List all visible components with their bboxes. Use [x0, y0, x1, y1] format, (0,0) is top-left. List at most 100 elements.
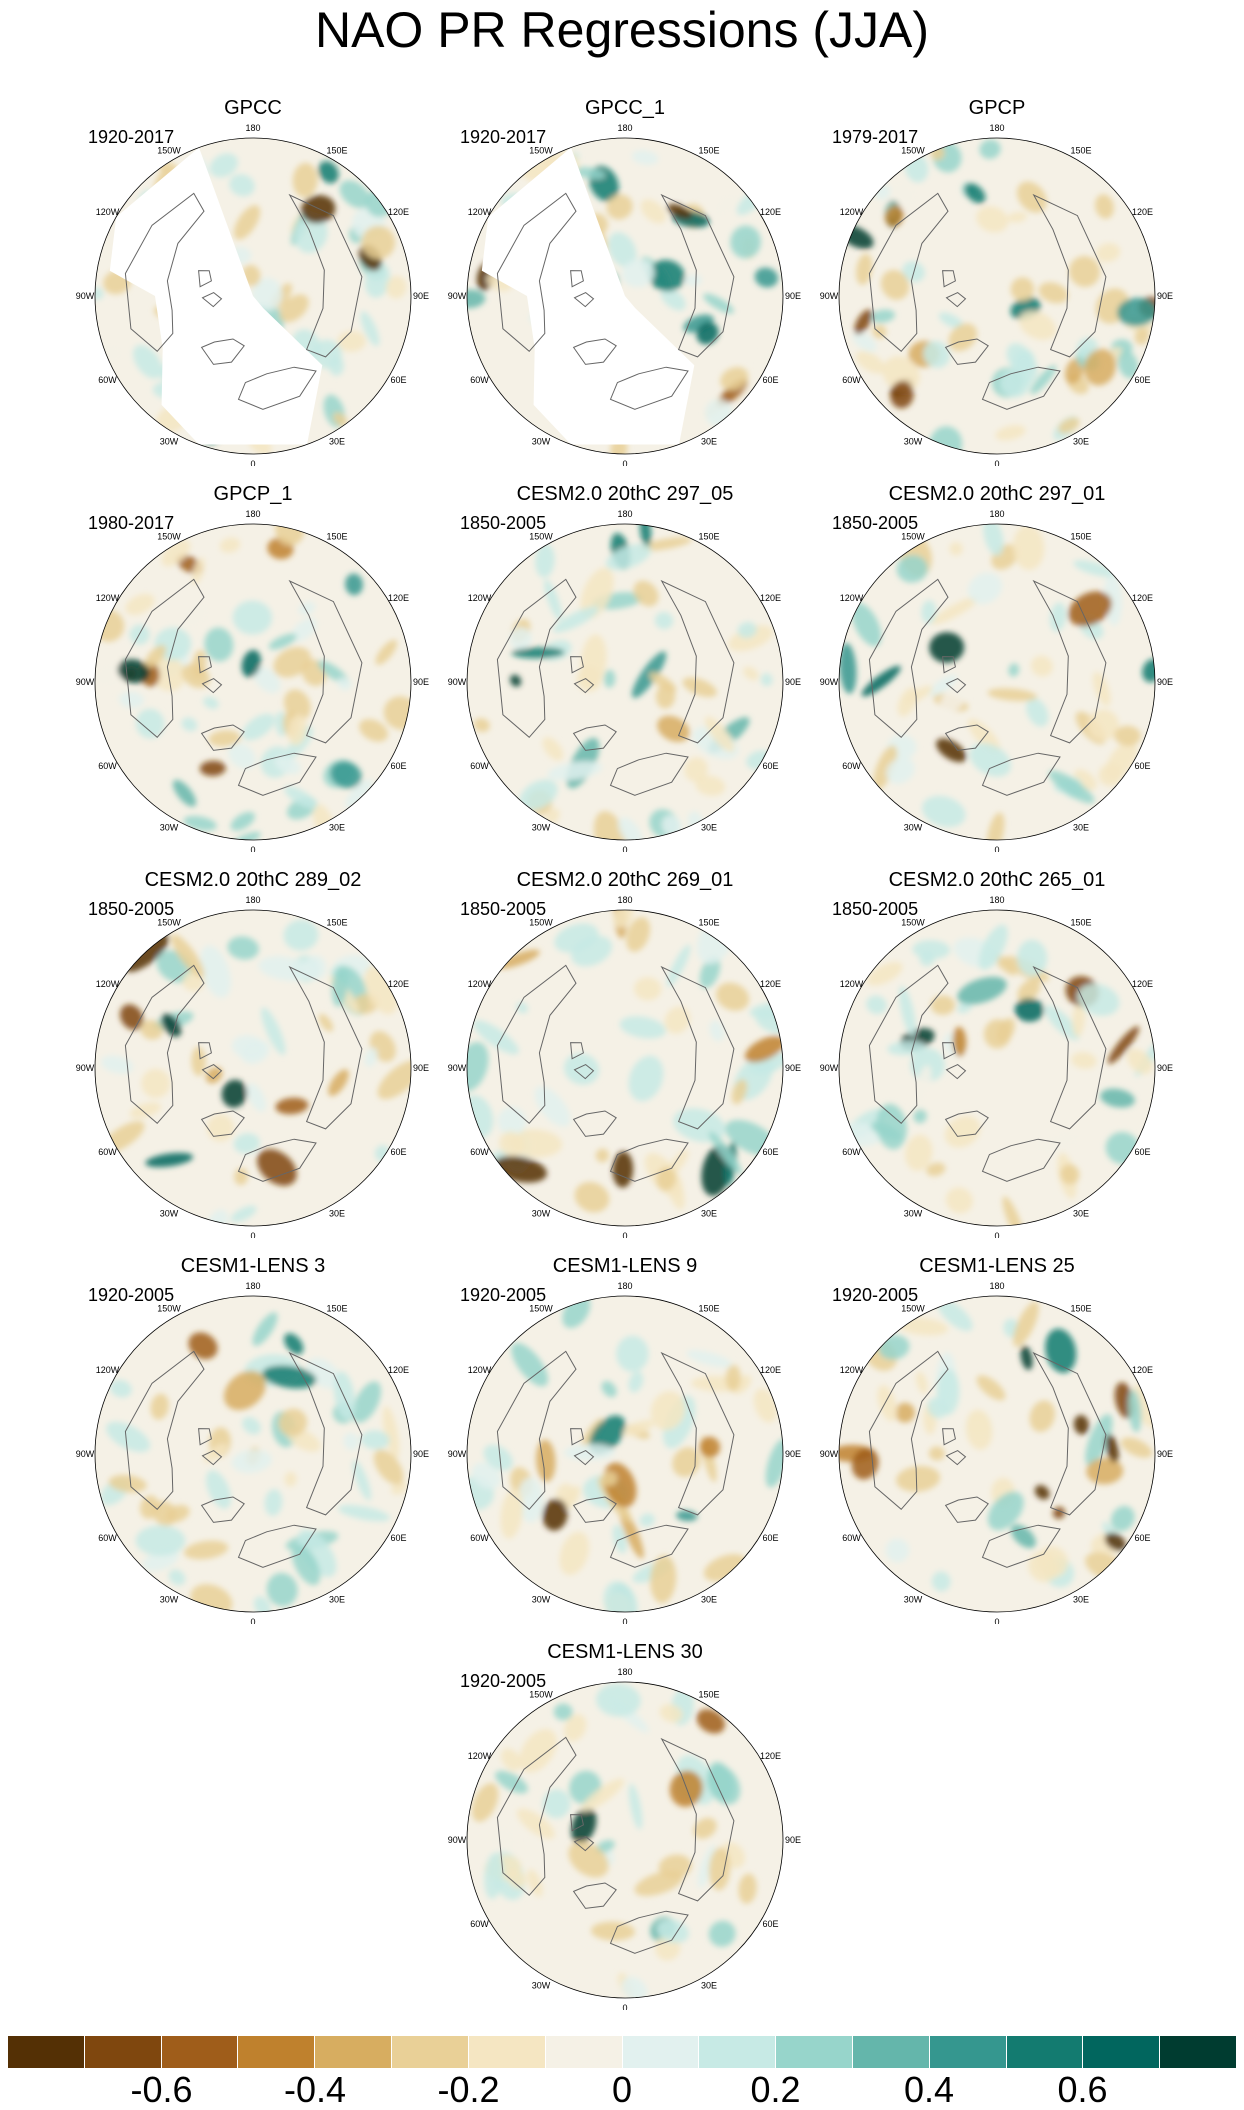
- regression-field: [471, 1683, 757, 1998]
- longitude-label: 90W: [448, 1063, 467, 1073]
- map-boundary: [466, 909, 784, 1227]
- longitude-label: 60W: [470, 375, 489, 385]
- panel-period: 1920-2005: [88, 1285, 175, 1305]
- polar-map: 180 150E 120E 90E 60E 30E 0 30W 60W 90W 120W 150W: [448, 509, 801, 852]
- panel-period: 1850-2005: [832, 513, 919, 533]
- coastline: [944, 724, 989, 751]
- panel-title: CESM2.0 20thC 297_05: [516, 483, 734, 505]
- polar-map: 180 150E 120E 90E 60E 30E 0 30W 60W 90W 120W 150W: [76, 895, 429, 1238]
- longitude-label: 60E: [762, 1919, 778, 1929]
- coastline: [945, 1064, 967, 1080]
- longitude-label: 90E: [785, 1835, 801, 1845]
- coastline: [609, 1524, 689, 1568]
- coastline: [944, 1110, 989, 1137]
- colorbar-swatch: [314, 2036, 392, 2068]
- colorbar-swatch: [621, 2036, 699, 2068]
- longitude-label: 120E: [760, 207, 781, 217]
- polar-map: 180 150E 120E 90E 60E 30E 0 30W 60W 90W 120W 150W: [820, 895, 1173, 1238]
- panel-period: 1920-2017: [88, 127, 175, 147]
- longitude-label: 150W: [157, 1304, 181, 1314]
- regression-field: [100, 919, 411, 1226]
- longitude-label: 30W: [904, 1209, 923, 1219]
- longitude-label: 90E: [1157, 677, 1173, 687]
- coastline: [237, 366, 317, 410]
- longitude-label: 30E: [329, 437, 345, 447]
- longitude-label: 90E: [413, 291, 429, 301]
- longitude-label: 150W: [157, 146, 181, 156]
- coastline: [124, 1350, 205, 1511]
- colorbar-swatch: [83, 2036, 161, 2068]
- longitude-label: 120E: [388, 979, 409, 989]
- longitude-label: 30W: [904, 823, 923, 833]
- longitude-label: 120W: [468, 1365, 492, 1375]
- polar-map: 180 150E 120E 90E 60E 30E 0 30W 60W 90W 120W 150W: [448, 1667, 801, 2010]
- coastline: [572, 338, 617, 365]
- coastline: [660, 965, 735, 1130]
- longitude-label: 0: [622, 1617, 627, 1624]
- map-boundary: [838, 1295, 1156, 1613]
- longitude-label: 0: [622, 459, 627, 466]
- map-panel: CESM1-LENS 9 1920-2005 180 150E 120E 90E 60E 30…: [440, 1254, 810, 1624]
- colorbar-swatch: [851, 2036, 929, 2068]
- coastline: [200, 1496, 245, 1523]
- longitude-label: 0: [994, 1231, 999, 1238]
- longitude-label: 0: [250, 459, 255, 466]
- colorbar-tick-label: 0: [611, 2069, 633, 2110]
- panel-title: GPCP: [968, 97, 1026, 119]
- coastline: [198, 270, 212, 288]
- map-boundary: [838, 909, 1156, 1227]
- longitude-label: 120E: [760, 1365, 781, 1375]
- coastline: [609, 1138, 689, 1182]
- regression-field: [839, 139, 1155, 454]
- map-panel: CESM1-LENS 30 1920-2005 180 150E 120E 90E 60E 3…: [440, 1640, 810, 2010]
- longitude-label: 60W: [842, 1533, 861, 1543]
- longitude-label: 120W: [840, 207, 864, 217]
- polar-map: 180 150E 120E 90E 60E 30E 0 30W 60W 90W 120W 150W: [820, 509, 1173, 852]
- polar-map: 180 150E 120E 90E 60E 30E 0 30W 60W 90W 120W 150W: [820, 1281, 1173, 1624]
- longitude-label: 120W: [840, 1365, 864, 1375]
- longitude-label: 180: [617, 1281, 632, 1291]
- colorbar-tick-label: 0.6: [1057, 2069, 1108, 2110]
- longitude-label: 90E: [1157, 1063, 1173, 1073]
- coastline: [570, 1814, 584, 1832]
- colorbar-swatch: [237, 2036, 315, 2068]
- panel-title: CESM1-LENS 9: [552, 1255, 698, 1277]
- longitude-label: 90E: [413, 1063, 429, 1073]
- longitude-label: 150E: [1070, 532, 1091, 542]
- longitude-label: 150E: [326, 1304, 347, 1314]
- coastline: [570, 270, 584, 288]
- coastline: [609, 1910, 689, 1954]
- longitude-label: 30W: [532, 1981, 551, 1991]
- coastline: [945, 678, 967, 694]
- longitude-label: 60E: [390, 1147, 406, 1157]
- longitude-label: 30E: [1073, 437, 1089, 447]
- longitude-label: 150E: [1070, 918, 1091, 928]
- panel-period: 1920-2017: [460, 127, 547, 147]
- longitude-label: 180: [989, 1281, 1004, 1291]
- longitude-label: 120W: [468, 1751, 492, 1761]
- colorbar-swatch: [698, 2036, 776, 2068]
- longitude-label: 150W: [901, 146, 925, 156]
- coastline: [981, 752, 1061, 796]
- longitude-label: 180: [245, 123, 260, 133]
- longitude-label: 60W: [470, 761, 489, 771]
- longitude-label: 90W: [448, 1449, 467, 1459]
- coastline: [868, 1350, 949, 1511]
- longitude-label: 30E: [701, 1209, 717, 1219]
- coastline: [124, 192, 205, 353]
- coastline: [201, 292, 223, 308]
- longitude-label: 60E: [1134, 761, 1150, 771]
- map-boundary: [466, 137, 784, 455]
- coastline: [945, 1450, 967, 1466]
- regression-field: [95, 524, 411, 840]
- longitude-label: 150E: [326, 532, 347, 542]
- longitude-label: 150W: [529, 1304, 553, 1314]
- coastline: [660, 193, 735, 358]
- coastline: [288, 965, 363, 1130]
- longitude-label: 30E: [329, 823, 345, 833]
- map-boundary: [466, 1681, 784, 1999]
- coastline: [288, 1351, 363, 1516]
- coastline: [942, 656, 956, 674]
- coastline: [237, 1524, 317, 1568]
- longitude-label: 30W: [532, 1595, 551, 1605]
